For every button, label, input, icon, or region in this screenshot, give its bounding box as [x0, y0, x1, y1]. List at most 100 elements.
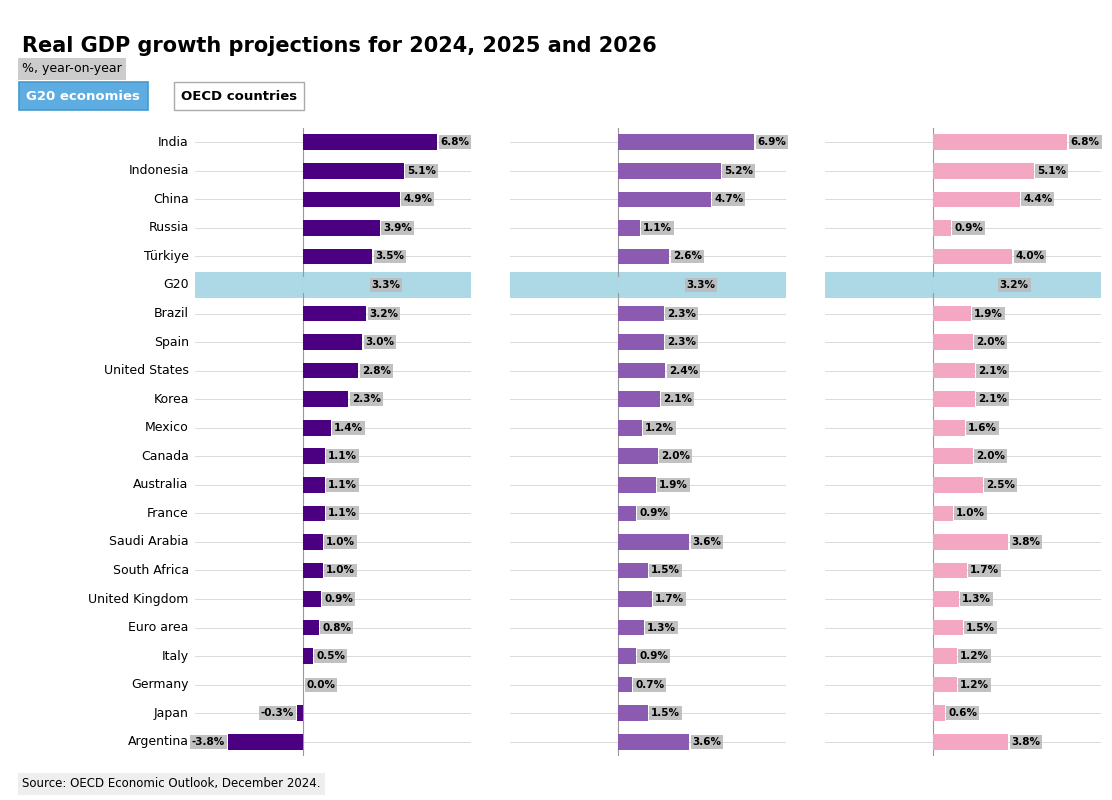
Bar [304, 591, 321, 607]
Text: 3.2%: 3.2% [1000, 280, 1029, 290]
Text: 6.9%: 6.9% [757, 138, 786, 147]
Bar [304, 391, 348, 407]
Bar [933, 277, 996, 293]
Bar [618, 362, 665, 378]
Bar [933, 562, 966, 578]
Text: 1.3%: 1.3% [647, 622, 676, 633]
Bar [304, 648, 312, 664]
Text: 1.0%: 1.0% [326, 537, 355, 547]
Text: 3.6%: 3.6% [693, 537, 722, 547]
Text: G20 economies: G20 economies [27, 90, 140, 102]
Bar [618, 420, 642, 435]
Text: 0.8%: 0.8% [322, 622, 351, 633]
Text: 6.8%: 6.8% [1071, 138, 1100, 147]
Text: 2.0%: 2.0% [976, 337, 1005, 347]
Text: 0.9%: 0.9% [954, 223, 983, 233]
Text: 2.5%: 2.5% [986, 480, 1015, 490]
Text: Indonesia: Indonesia [128, 164, 189, 178]
Bar [618, 306, 664, 322]
Text: 1.7%: 1.7% [970, 566, 1000, 575]
Text: Italy: Italy [161, 650, 189, 662]
Bar [509, 273, 786, 298]
Text: 4.9%: 4.9% [403, 194, 433, 204]
Bar [304, 534, 322, 550]
Bar [933, 420, 965, 435]
Text: Brazil: Brazil [153, 307, 189, 320]
Text: United States: United States [103, 364, 189, 377]
Text: 5.1%: 5.1% [407, 166, 436, 176]
Text: Germany: Germany [131, 678, 189, 691]
Bar [304, 334, 363, 350]
Text: 3.3%: 3.3% [371, 280, 400, 290]
Bar [933, 134, 1068, 150]
Text: France: France [147, 507, 189, 520]
Bar [618, 449, 657, 464]
Text: India: India [158, 136, 189, 149]
Bar [618, 648, 636, 664]
Bar [933, 620, 963, 635]
Bar [618, 706, 647, 721]
Text: 1.9%: 1.9% [974, 309, 1003, 318]
Text: 3.6%: 3.6% [693, 737, 722, 746]
Bar [618, 134, 754, 150]
Bar [618, 534, 689, 550]
Text: Japan: Japan [153, 706, 189, 720]
Bar [933, 249, 1012, 264]
Text: -0.3%: -0.3% [260, 708, 294, 718]
Text: Canada: Canada [141, 450, 189, 462]
Text: 2.3%: 2.3% [667, 309, 696, 318]
Text: 1.7%: 1.7% [655, 594, 684, 604]
Bar [304, 477, 325, 493]
Text: 3.8%: 3.8% [1012, 737, 1041, 746]
Text: 2.0%: 2.0% [661, 451, 689, 462]
Bar [618, 620, 644, 635]
Text: 1.4%: 1.4% [334, 422, 364, 433]
Text: 0.9%: 0.9% [325, 594, 353, 604]
Text: G20: G20 [163, 278, 189, 291]
Text: 3.8%: 3.8% [1012, 537, 1041, 547]
Bar [933, 477, 983, 493]
Bar [297, 706, 304, 721]
Text: United Kingdom: United Kingdom [88, 593, 189, 606]
Text: 6.8%: 6.8% [440, 138, 469, 147]
Bar [618, 477, 656, 493]
Text: 3.3%: 3.3% [686, 280, 715, 290]
Bar [618, 249, 669, 264]
Bar [304, 277, 368, 293]
Bar [304, 220, 380, 236]
Text: 1.5%: 1.5% [651, 708, 681, 718]
Bar [304, 449, 325, 464]
Text: 0.9%: 0.9% [639, 508, 668, 518]
Bar [618, 220, 639, 236]
Text: Source: OECD Economic Outlook, December 2024.: Source: OECD Economic Outlook, December … [22, 778, 320, 790]
Text: Argentina: Argentina [128, 735, 189, 748]
Bar [933, 362, 974, 378]
Text: 1.1%: 1.1% [328, 480, 357, 490]
Text: 0.9%: 0.9% [639, 651, 668, 661]
Bar [618, 277, 683, 293]
Text: 3.5%: 3.5% [376, 251, 405, 262]
Text: Real GDP growth projections for 2024, 2025 and 2026: Real GDP growth projections for 2024, 20… [22, 36, 657, 56]
Bar [618, 506, 636, 522]
Bar [618, 562, 647, 578]
Text: 4.7%: 4.7% [714, 194, 744, 204]
Text: South Africa: South Africa [112, 564, 189, 577]
Bar [933, 191, 1020, 207]
Text: 1.0%: 1.0% [326, 566, 355, 575]
Bar [825, 273, 1101, 298]
Text: 1.6%: 1.6% [969, 422, 997, 433]
Text: 1.5%: 1.5% [966, 622, 995, 633]
Bar [618, 391, 659, 407]
Text: 2.0%: 2.0% [976, 451, 1005, 462]
Bar [933, 163, 1034, 178]
Bar [933, 648, 957, 664]
Text: 2.3%: 2.3% [667, 337, 696, 347]
Bar [933, 506, 953, 522]
Text: 2.8%: 2.8% [361, 366, 390, 376]
Text: 0.0%: 0.0% [307, 680, 336, 690]
Bar [933, 534, 1009, 550]
Bar [933, 306, 971, 322]
Text: -3.8%: -3.8% [191, 737, 225, 746]
Text: 2.4%: 2.4% [668, 366, 698, 376]
Text: 5.1%: 5.1% [1037, 166, 1066, 176]
